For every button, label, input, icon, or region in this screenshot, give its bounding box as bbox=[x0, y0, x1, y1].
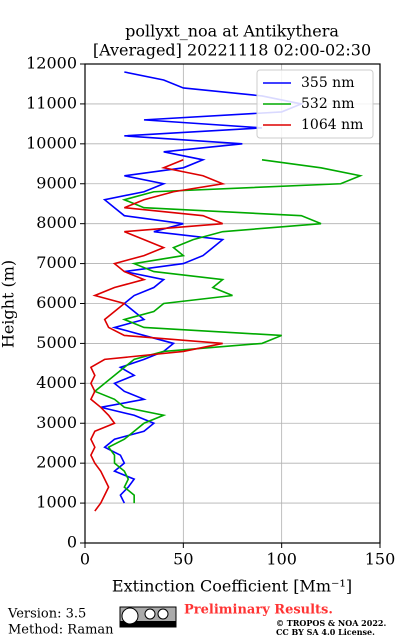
legend-label: 532 nm bbox=[301, 96, 354, 112]
x-axis-label: Extinction Coefficient [Mm⁻¹] bbox=[112, 577, 352, 596]
cc-logo bbox=[119, 606, 177, 628]
legend-box bbox=[256, 69, 374, 139]
chart-subtitle: [Averaged] 20221118 02:00-02:30 bbox=[93, 41, 371, 60]
y-tick-label: 3000 bbox=[36, 413, 77, 432]
x-tick-label: 150 bbox=[365, 550, 396, 569]
y-tick-label: 9000 bbox=[36, 173, 77, 192]
preliminary: Preliminary Results. bbox=[184, 603, 333, 618]
plot-frame bbox=[84, 63, 381, 544]
y-tick-label: 6000 bbox=[36, 293, 77, 312]
legend-label: 355 nm bbox=[301, 75, 354, 91]
x-tick-label: 0 bbox=[80, 550, 90, 569]
y-tick-label: 1000 bbox=[36, 493, 77, 512]
y-tick-label: 8000 bbox=[36, 213, 77, 232]
profile-line bbox=[93, 159, 364, 504]
license: CC BY SA 4.0 License. bbox=[276, 627, 375, 637]
chart-title: pollyxt_noa at Antikythera bbox=[125, 22, 339, 41]
y-tick-label: 0 bbox=[67, 533, 77, 552]
copyright: © TROPOS & NOA 2022. bbox=[276, 618, 386, 628]
profile-line bbox=[100, 71, 305, 504]
y-tick-label: 10000 bbox=[26, 133, 77, 152]
y-tick-label: 11000 bbox=[26, 93, 77, 112]
x-tick-label: 50 bbox=[173, 550, 193, 569]
y-tick-label: 5000 bbox=[36, 333, 77, 352]
legend-label: 1064 nm bbox=[301, 117, 363, 133]
y-tick-label: 12000 bbox=[26, 54, 77, 73]
y-tick-label: 4000 bbox=[36, 373, 77, 392]
x-tick-label: 100 bbox=[266, 550, 297, 569]
method: Method: Raman bbox=[8, 623, 114, 638]
version: Version: 3.5 bbox=[7, 607, 86, 622]
profile-line bbox=[89, 159, 226, 512]
y-tick-label: 2000 bbox=[36, 453, 77, 472]
y-axis-label: Height (m) bbox=[0, 260, 18, 348]
y-tick-label: 7000 bbox=[36, 253, 77, 272]
